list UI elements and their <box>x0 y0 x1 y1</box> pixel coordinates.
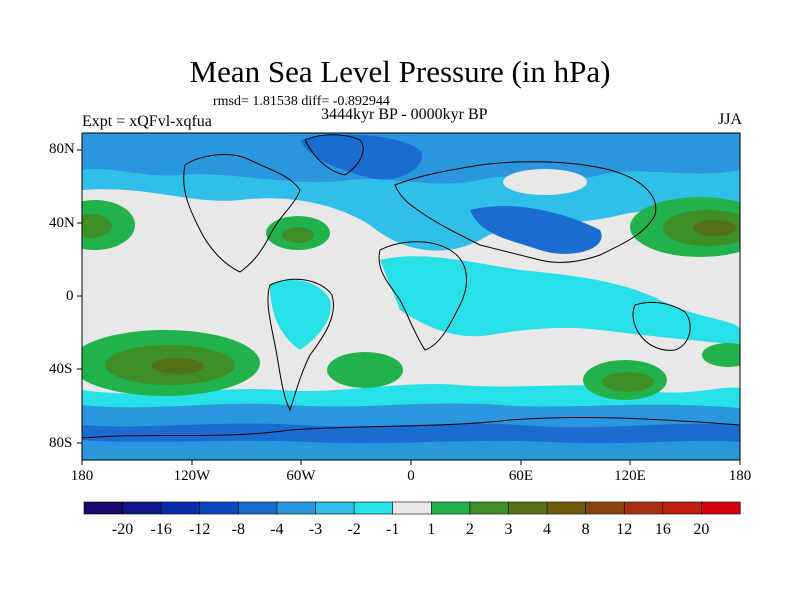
colorbar-swatch <box>430 501 471 515</box>
australia-coast <box>632 301 691 351</box>
coastlines <box>82 134 740 439</box>
colorbar-label: -1 <box>386 521 400 538</box>
colorbar-swatch <box>315 501 355 515</box>
colorbar-swatch <box>508 501 548 515</box>
indian-ocean-high-core <box>602 372 654 392</box>
greenland-coast <box>304 134 364 176</box>
colorbar-label: 16 <box>654 521 671 538</box>
colorbar-swatch <box>469 501 510 515</box>
experiment-label: Expt = xQFvl-xqfua <box>82 113 212 130</box>
colorbar-label: 20 <box>693 521 710 538</box>
colorbar-label: -3 <box>308 521 323 538</box>
colorbar-swatch <box>392 501 432 515</box>
north-pacific-high-east-center <box>693 220 737 236</box>
indian-ocean-negative <box>380 256 740 345</box>
lat-label-equator: 0 <box>66 288 74 304</box>
colorbar-swatch <box>623 501 664 515</box>
lat-label-80s: 80S <box>49 435 73 451</box>
lat-label-80n: 80N <box>49 141 75 157</box>
colorbar-swatch <box>353 501 394 515</box>
colorbar-swatch <box>160 501 201 515</box>
colorbar-swatch <box>238 501 278 515</box>
colorbar-swatch <box>83 501 124 515</box>
south-america-coast <box>267 278 334 412</box>
antarctic-band <box>82 440 740 460</box>
colorbar-label: 8 <box>581 521 590 538</box>
amazon-negative <box>270 280 331 350</box>
south-pacific-high-center <box>152 358 204 374</box>
lon-label-120e: 120E <box>614 468 646 484</box>
africa-coast <box>378 241 468 351</box>
season-label: JJA <box>717 111 742 128</box>
lon-label-120w: 120W <box>173 468 211 484</box>
colorbar-label: 2 <box>465 521 474 538</box>
colorbar-swatch <box>546 501 587 515</box>
south-atlantic-high <box>327 352 403 388</box>
colorbar-label: -12 <box>189 521 211 538</box>
colorbar-swatch <box>585 501 625 515</box>
siberia-neutral-patch <box>503 169 587 195</box>
colorbar-label: -20 <box>111 521 134 538</box>
colorbar-swatch <box>701 501 741 515</box>
lon-label-60e: 60E <box>508 468 534 484</box>
colorbar-swatch <box>276 501 317 515</box>
colorbar-swatch <box>662 501 703 515</box>
colorbar-label: -2 <box>347 521 361 538</box>
colorbar-label: 1 <box>427 521 436 538</box>
lon-label-0: 0 <box>407 468 415 484</box>
axis-ticks <box>77 149 741 465</box>
colorbar <box>83 501 741 515</box>
colorbar-swatch <box>122 501 162 515</box>
eurasia-coast <box>394 161 657 263</box>
colorbar-label: 4 <box>543 521 552 538</box>
colorbar-label: -16 <box>150 521 172 538</box>
stats-label: rmsd= 1.81538 diff= -0.892944 <box>213 94 390 109</box>
chart-title: Mean Sea Level Pressure (in hPa) <box>189 54 611 89</box>
period-label: 3444kyr BP - 0000kyr BP <box>321 106 488 123</box>
asia-deep-negative <box>470 206 602 254</box>
north-pacific-high-west-core <box>82 214 112 238</box>
colorbar-label: -8 <box>231 521 246 538</box>
lon-label-180e: 180 <box>728 468 752 484</box>
lon-label-180w: 180 <box>70 468 94 484</box>
north-atlantic-high-core <box>282 227 314 243</box>
colorbar-label: 12 <box>616 521 633 538</box>
tasman-high <box>702 343 740 367</box>
north-america-coast <box>183 154 301 273</box>
colorbar-swatch <box>199 501 239 515</box>
map-field <box>82 133 740 460</box>
colorbar-label: 3 <box>504 521 513 538</box>
colorbar-label: -4 <box>270 521 284 538</box>
lon-label-60w: 60W <box>286 468 316 484</box>
antarctica-coast <box>82 417 740 439</box>
lat-label-40s: 40S <box>49 361 73 377</box>
lat-label-40n: 40N <box>49 215 75 231</box>
